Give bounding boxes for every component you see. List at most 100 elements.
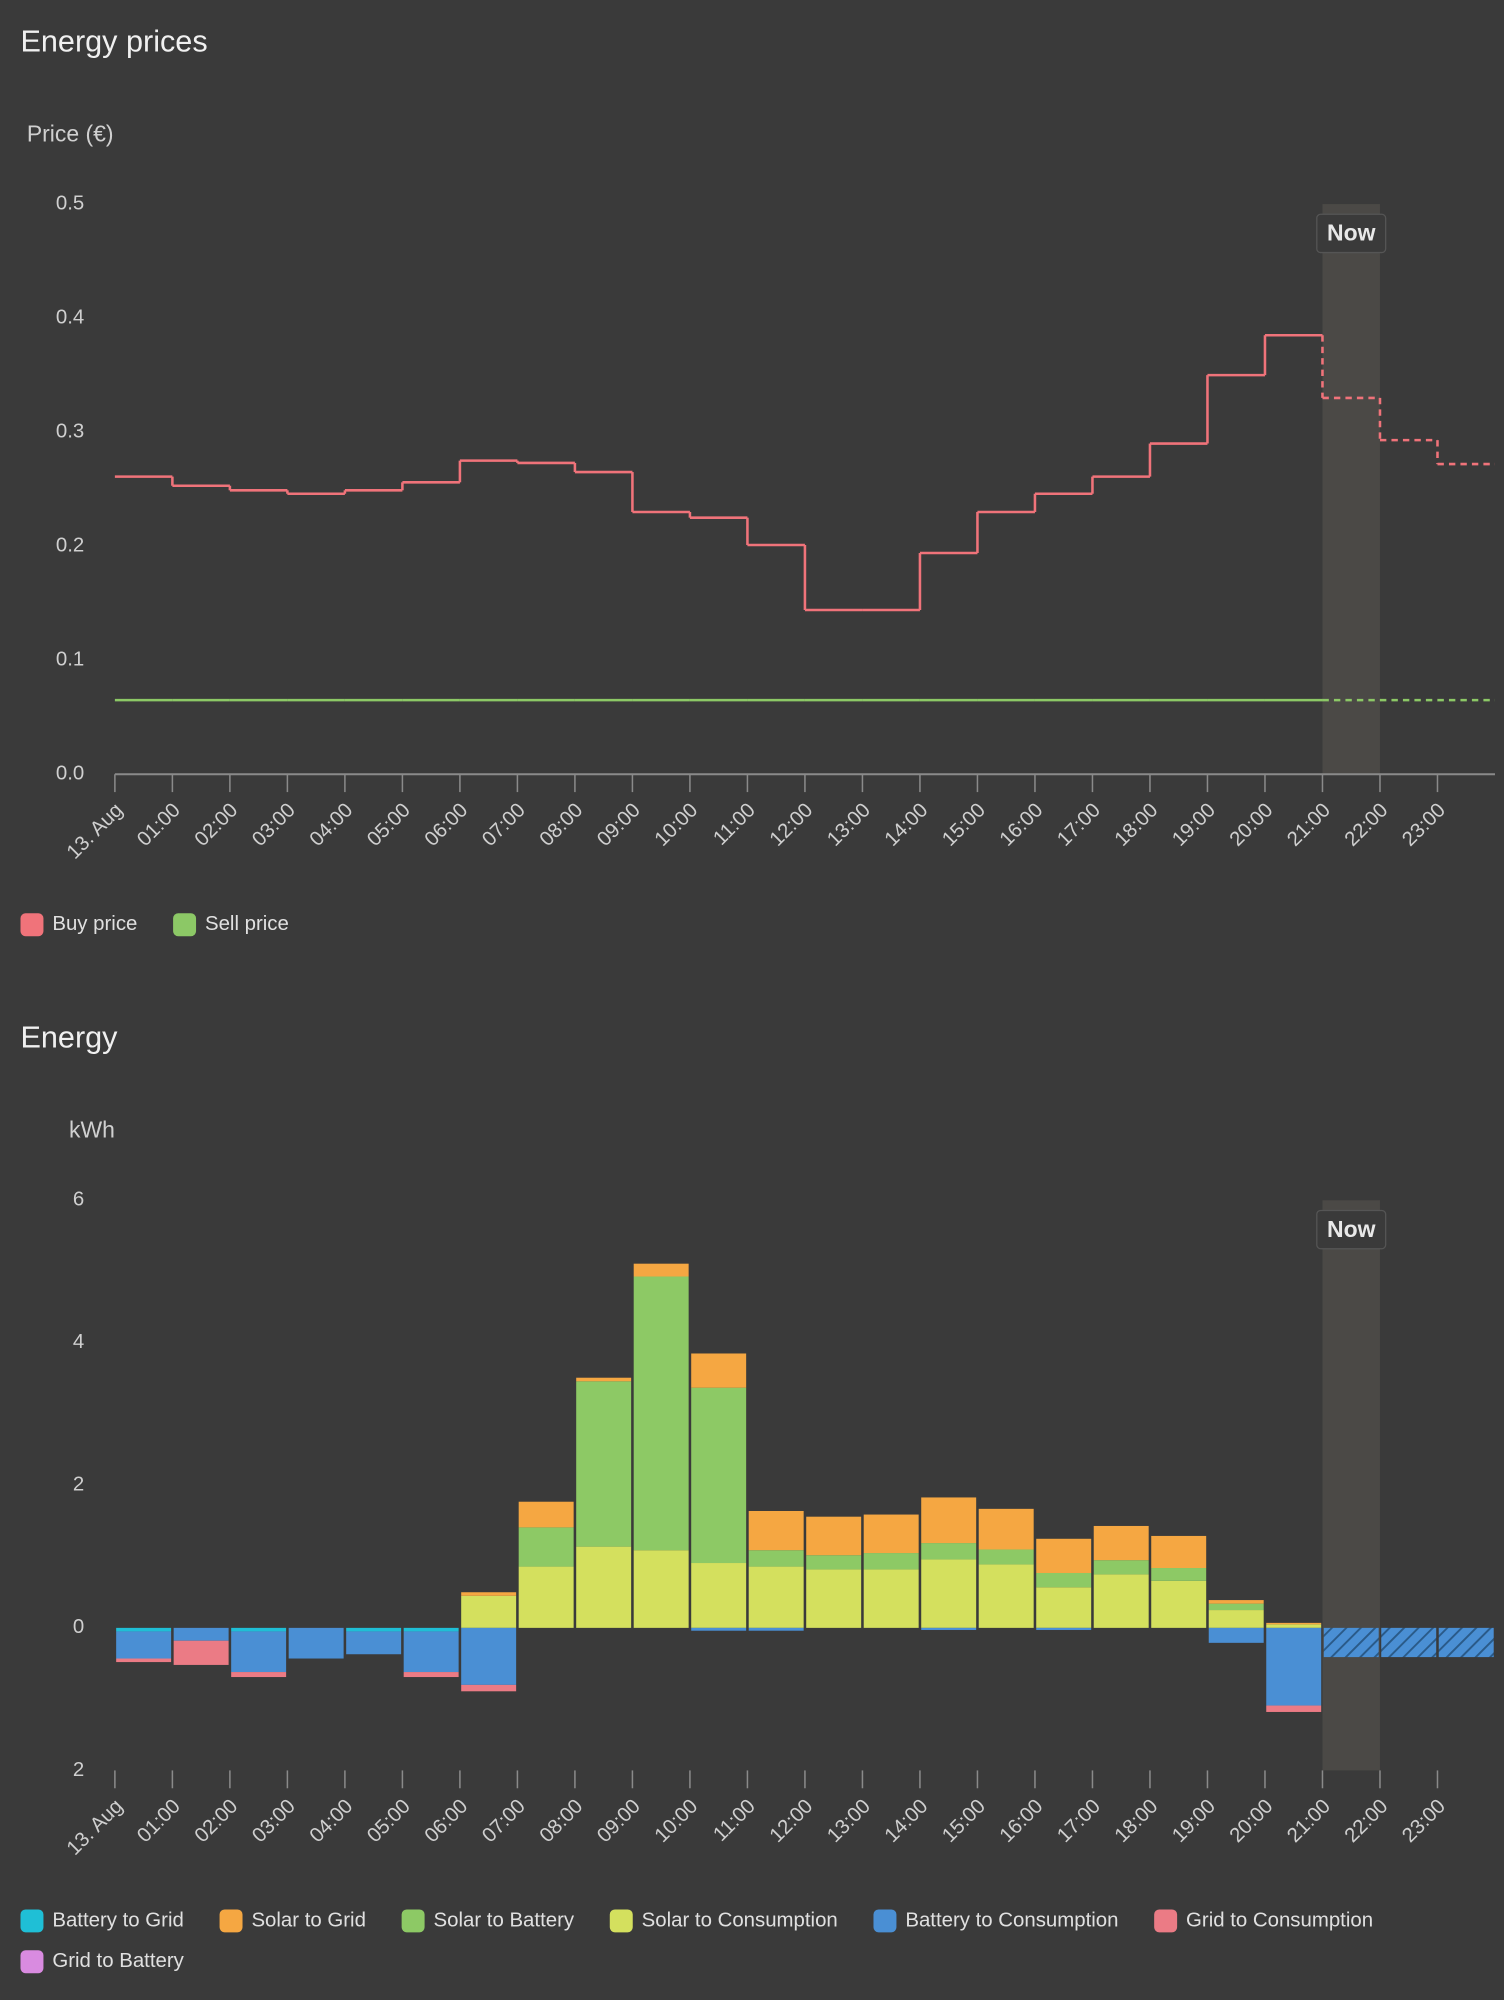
x-tick-label: 17:00 bbox=[1053, 1795, 1105, 1847]
legend-swatch bbox=[609, 1909, 633, 1933]
x-tick-label: 20:00 bbox=[1226, 799, 1278, 851]
x-tick-label: 08:00 bbox=[536, 799, 588, 851]
x-tick-label: 01:00 bbox=[133, 1795, 185, 1847]
x-tick-label: 03:00 bbox=[248, 799, 300, 851]
y-tick-label: 2 bbox=[73, 1474, 84, 1496]
x-tick-label: 16:00 bbox=[996, 799, 1048, 851]
legend-swatch bbox=[401, 1909, 425, 1933]
bar-segment bbox=[231, 1627, 287, 1632]
bar-segment bbox=[1151, 1568, 1207, 1581]
bar-segment bbox=[1323, 1627, 1379, 1658]
bar-segment bbox=[863, 1553, 919, 1570]
y-tick-label: 4 bbox=[73, 1331, 84, 1353]
bar-segment bbox=[921, 1543, 977, 1560]
x-tick-label: 01:00 bbox=[133, 799, 185, 851]
bar-segment bbox=[921, 1627, 977, 1631]
bar-segment bbox=[1093, 1574, 1149, 1628]
bar-segment bbox=[633, 1263, 689, 1277]
legend-swatch bbox=[173, 913, 197, 937]
bar-segment bbox=[346, 1631, 402, 1655]
chart-title: Energy prices bbox=[20, 24, 207, 58]
x-tick-label: 22:00 bbox=[1341, 1795, 1393, 1847]
bar-segment bbox=[1093, 1525, 1149, 1561]
bar-segment bbox=[1093, 1560, 1149, 1575]
bar-segment bbox=[1208, 1603, 1264, 1611]
x-tick-label: 04:00 bbox=[306, 799, 358, 851]
now-badge bbox=[1316, 213, 1387, 254]
legend-swatch bbox=[20, 913, 44, 937]
bar-segment bbox=[576, 1381, 632, 1547]
bar-segment bbox=[518, 1527, 574, 1567]
y-tick-label: 0 bbox=[73, 1616, 84, 1638]
bar-segment bbox=[116, 1627, 172, 1632]
x-tick-label: 09:00 bbox=[593, 1795, 645, 1847]
bar-segment bbox=[1208, 1610, 1264, 1628]
legend-swatch bbox=[1154, 1909, 1178, 1933]
x-tick-label: 12:00 bbox=[766, 1795, 818, 1847]
x-tick-label: 13:00 bbox=[823, 1795, 875, 1847]
bar-segment bbox=[461, 1627, 517, 1685]
x-tick-label: 16:00 bbox=[996, 1795, 1048, 1847]
bar-segment bbox=[1036, 1572, 1092, 1588]
x-tick-label: 09:00 bbox=[593, 799, 645, 851]
x-tick-label: 05:00 bbox=[363, 799, 415, 851]
bar-segment bbox=[1266, 1624, 1322, 1628]
bar-segment bbox=[806, 1555, 862, 1570]
bar-segment bbox=[403, 1627, 459, 1632]
y-tick-label: 0.1 bbox=[56, 649, 84, 671]
legend-label: Grid to Consumption bbox=[1186, 1909, 1373, 1931]
x-tick-label: 03:00 bbox=[248, 1795, 300, 1847]
legend-label: Solar to Consumption bbox=[642, 1909, 838, 1931]
legend-swatch bbox=[873, 1909, 897, 1933]
x-tick-label: 14:00 bbox=[881, 1795, 933, 1847]
bar-segment bbox=[1208, 1627, 1264, 1643]
bar-segment bbox=[633, 1276, 689, 1551]
now-label: Now bbox=[1327, 1216, 1376, 1242]
x-tick-label: 12:00 bbox=[766, 799, 818, 851]
bar-segment bbox=[921, 1497, 977, 1544]
bar-segment bbox=[403, 1672, 459, 1678]
bar-segment bbox=[1036, 1627, 1092, 1631]
now-label: Now bbox=[1327, 220, 1376, 246]
bar-segment bbox=[231, 1631, 287, 1673]
chart-title: Energy bbox=[20, 1021, 118, 1055]
x-tick-label: 14:00 bbox=[881, 799, 933, 851]
now-band bbox=[1322, 204, 1380, 775]
legend-label: Grid to Battery bbox=[52, 1950, 184, 1972]
x-tick-label: 06:00 bbox=[421, 799, 473, 851]
x-tick-label: 23:00 bbox=[1398, 1795, 1450, 1847]
x-tick-label: 10:00 bbox=[651, 799, 703, 851]
legend-label: Battery to Grid bbox=[52, 1909, 183, 1931]
bar-segment bbox=[691, 1627, 747, 1631]
legend-label: Solar to Grid bbox=[251, 1909, 365, 1931]
bar-segment bbox=[1381, 1627, 1437, 1658]
legend-swatch bbox=[20, 1909, 44, 1933]
bar-segment bbox=[173, 1627, 229, 1641]
x-tick-label: 08:00 bbox=[536, 1795, 588, 1847]
x-tick-label: 21:00 bbox=[1283, 799, 1335, 851]
x-tick-label: 07:00 bbox=[478, 799, 530, 851]
bar-segment bbox=[748, 1550, 804, 1567]
x-tick-label: 13:00 bbox=[823, 799, 875, 851]
x-tick-label: 22:00 bbox=[1341, 799, 1393, 851]
x-tick-label: 13. Aug bbox=[63, 1795, 127, 1859]
bar-segment bbox=[461, 1595, 517, 1628]
bar-segment bbox=[691, 1563, 747, 1628]
x-tick-label: 13. Aug bbox=[63, 799, 127, 863]
bar-segment bbox=[1266, 1627, 1322, 1706]
x-tick-label: 20:00 bbox=[1226, 1795, 1278, 1847]
bar-segment bbox=[116, 1631, 172, 1659]
y-tick-label: 0.3 bbox=[56, 421, 84, 443]
x-tick-label: 15:00 bbox=[938, 1795, 990, 1847]
x-tick-label: 11:00 bbox=[709, 799, 760, 850]
x-tick-label: 21:00 bbox=[1283, 1795, 1335, 1847]
x-tick-label: 15:00 bbox=[938, 799, 990, 851]
y-tick-label: 2 bbox=[73, 1759, 84, 1781]
bar-segment bbox=[691, 1353, 747, 1388]
bar-segment bbox=[978, 1549, 1034, 1565]
bar-segment bbox=[518, 1501, 574, 1528]
bar-segment bbox=[863, 1569, 919, 1628]
x-tick-label: 04:00 bbox=[306, 1795, 358, 1847]
